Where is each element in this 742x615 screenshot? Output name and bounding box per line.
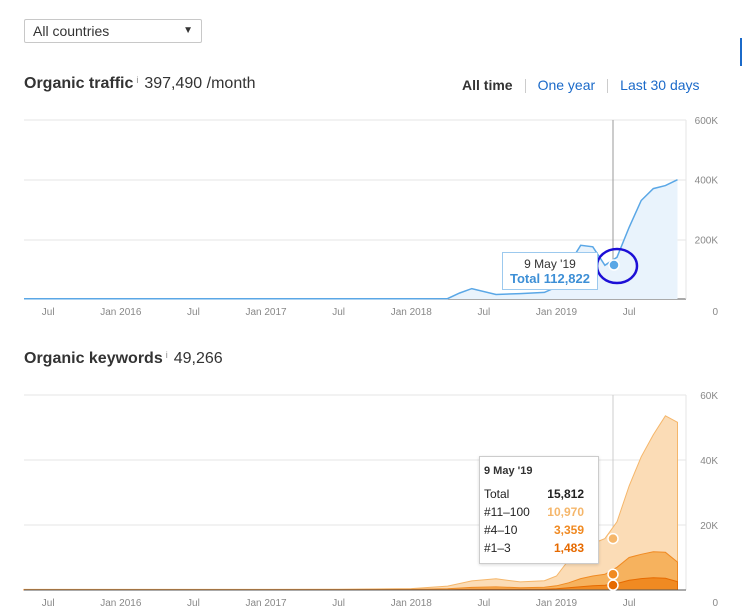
scroll-indicator — [740, 38, 742, 66]
country-select[interactable]: All countries ▼ — [24, 19, 202, 43]
x-tick-label: Jan 2017 — [245, 307, 287, 318]
keywords-title: Organic keywords — [24, 350, 163, 367]
info-icon[interactable]: i — [165, 350, 168, 360]
x-tick-label: Jul — [477, 307, 490, 318]
tooltip-total-value: 112,822 — [543, 271, 590, 286]
x-tick-label: Jan 2018 — [391, 598, 433, 609]
x-tick-label: Jul — [332, 307, 345, 318]
y-tick-label: 0 — [712, 307, 718, 318]
y-tick-label: 40K — [700, 456, 718, 467]
x-tick-label: Jul — [187, 307, 200, 318]
info-icon[interactable]: i — [136, 75, 139, 85]
tooltip-row-value: 10,970 — [547, 505, 584, 519]
keywords-chart[interactable]: 60K 40K 20K 0 Jul Jan 2016 Jul Jan 2017 Jul Jan … — [0, 385, 742, 615]
x-tick-label: Jul — [332, 598, 345, 609]
traffic-header: Organic traffic i 397,490 /month — [24, 75, 256, 93]
tooltip-row-label: #1–3 — [484, 541, 511, 555]
divider — [524, 79, 526, 94]
traffic-line — [24, 179, 678, 300]
hover-point — [607, 568, 619, 581]
chevron-down-icon: ▼ — [183, 25, 193, 36]
hover-point — [607, 579, 619, 591]
x-tick-label: Jul — [42, 307, 55, 318]
x-tick-label: Jan 2016 — [100, 307, 142, 318]
traffic-chart[interactable]: 600K 400K 200K 0 Jul Jan 2016 Jul Jan 2017 Jul J… — [0, 110, 742, 325]
tooltip-row-value: 15,812 — [547, 487, 584, 501]
keywords-value: 49,266 — [173, 350, 223, 367]
y-tick-label: 400K — [695, 176, 719, 187]
y-tick-label: 60K — [700, 391, 718, 402]
x-tick-label: Jul — [187, 598, 200, 609]
keywords-header: Organic keywords i 49,266 — [24, 350, 223, 368]
divider — [607, 79, 609, 94]
hover-point — [608, 259, 620, 271]
tooltip-date: 9 May '19 — [484, 465, 533, 477]
tooltip-row-label: Total — [484, 487, 510, 501]
x-tick-label: Jul — [42, 598, 55, 609]
tooltip-date: 9 May '19 — [524, 257, 576, 271]
tooltip-row-4-10: #4–10 3,359 — [484, 523, 598, 541]
time-range-tabs: All time One year Last 30 days — [450, 77, 712, 94]
tooltip-row-label: #11–100 — [484, 505, 530, 519]
y-tick-label: 600K — [695, 116, 719, 127]
tab-all-time[interactable]: All time — [462, 77, 513, 93]
x-tick-label: Jan 2017 — [245, 598, 287, 609]
tab-last-30-days[interactable]: Last 30 days — [620, 77, 700, 93]
tooltip-row-label: #4–10 — [484, 523, 518, 537]
tab-one-year[interactable]: One year — [537, 77, 596, 93]
gridlines — [24, 119, 686, 241]
x-tick-label: Jan 2019 — [536, 598, 578, 609]
traffic-tooltip: 9 May '19 Total 112,822 — [502, 252, 598, 290]
traffic-value: 397,490 /month — [144, 75, 256, 92]
tooltip-row-total: Total 15,812 — [484, 487, 598, 505]
y-tick-label: 200K — [695, 235, 719, 246]
country-select-value: All countries — [33, 23, 110, 39]
x-tick-label: Jan 2018 — [391, 307, 433, 318]
x-tick-label: Jul — [623, 598, 636, 609]
tooltip-total-label: Total — [510, 271, 541, 286]
traffic-area — [24, 179, 678, 299]
tooltip-row-1-3: #1–3 1,483 — [484, 541, 598, 559]
hover-point — [607, 532, 619, 545]
y-tick-label: 0 — [712, 598, 718, 609]
tooltip-row-value: 1,483 — [553, 541, 584, 555]
x-tick-label: Jul — [623, 307, 636, 318]
traffic-title: Organic traffic — [24, 75, 134, 92]
keywords-tooltip: 9 May '19 Total 15,812 #11–100 10,970 #4–1… — [479, 456, 599, 564]
y-tick-label: 20K — [700, 521, 718, 532]
x-tick-label: Jan 2019 — [536, 307, 578, 318]
x-tick-label: Jan 2016 — [100, 598, 142, 609]
tooltip-row-11-100: #11–100 10,970 — [484, 505, 598, 523]
x-tick-label: Jul — [477, 598, 490, 609]
tooltip-total: Total 112,822 — [503, 271, 597, 286]
tooltip-row-value: 3,359 — [553, 523, 584, 537]
